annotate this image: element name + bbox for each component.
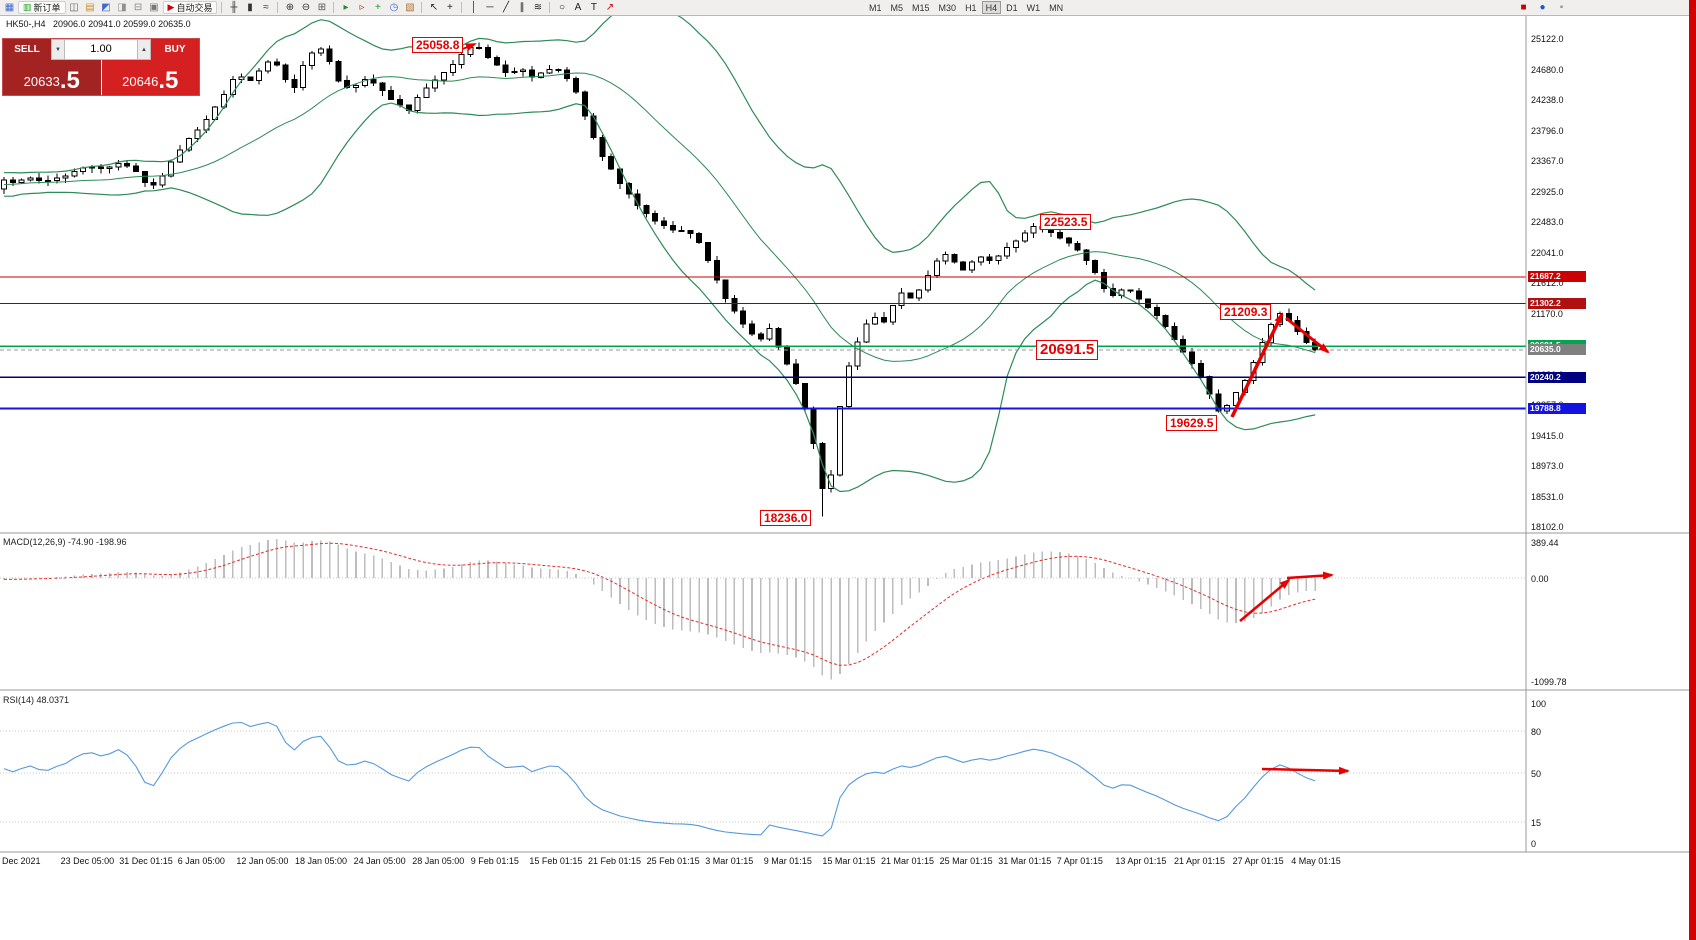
timeframe-m30-button[interactable]: M30 (938, 3, 957, 13)
text-icon[interactable]: A (574, 2, 582, 13)
macd-indicator-label: MACD(12,26,9) -74.90 -198.96 (3, 537, 127, 547)
toolbar-separator (221, 2, 223, 13)
zoom-in-icon[interactable]: ⊕ (285, 2, 295, 13)
horizontal-line-icon[interactable]: ─ (486, 2, 494, 13)
autotrade-icon: ▶ (167, 2, 175, 12)
trade-panel-prices: 20633.5 20646.5 (3, 60, 199, 95)
timeframe-h4-button[interactable]: H4 (981, 1, 1002, 14)
alert-icon[interactable]: ■ (1520, 2, 1527, 13)
volume-increase-button[interactable]: ▲ (137, 39, 151, 60)
arrows-icon[interactable]: ↗ (605, 2, 615, 13)
timeframe-mn-button[interactable]: MN (1049, 3, 1064, 13)
trendline-icon[interactable]: ╱ (502, 2, 509, 13)
cursor-icon[interactable]: ↖ (429, 2, 439, 13)
toolbar-separator (333, 2, 335, 13)
fibonacci-icon[interactable]: ≋ (533, 2, 543, 13)
volume-input[interactable]: 1.00 (65, 39, 137, 60)
arrow-down-icon: ▼ (55, 46, 61, 53)
templates-icon[interactable]: ▧ (405, 2, 415, 13)
autotrade-button[interactable]: ▶ 自动交易 (162, 1, 218, 14)
zoom-out-icon[interactable]: ⊖ (301, 2, 311, 13)
sell-price[interactable]: 20633.5 (3, 60, 101, 95)
timeframe-m15-button[interactable]: M15 (912, 3, 930, 13)
rsi-indicator-label: RSI(14) 48.0371 (3, 695, 70, 705)
toolbar-left-group: ▦ ▥ 新订单 ◫ ▤ ◩ ◨ ⊟ ▣ ▶ 自动交易 ╫ ▮ ≈ ⊕ ⊖ ⊞ ▸ ▹ + ◷ ▧ ↖ + │ ─ ╱ ∥ ≋ ○ A T ↗ (2, 1, 617, 14)
arrow-up-icon: ▲ (141, 46, 147, 53)
timeframe-toolbar: M1 M5 M15 M30 H1 H4 D1 W1 MN (865, 1, 1067, 14)
ohlc-values: 20906.0 20941.0 20599.0 20635.0 (53, 19, 191, 29)
top-toolbar: ▦ ▥ 新订单 ◫ ▤ ◩ ◨ ⊟ ▣ ▶ 自动交易 ╫ ▮ ≈ ⊕ ⊖ ⊞ ▸ ▹ + ◷ ▧ ↖ + │ ─ ╱ ∥ ≋ ○ A T ↗ M… (0, 0, 1696, 16)
charts-grid-icon[interactable]: ◫ (69, 2, 79, 13)
buy-price[interactable]: 20646.5 (101, 60, 199, 95)
line-chart-icon[interactable]: ≈ (263, 2, 269, 13)
bar-chart-icon[interactable]: ╫ (230, 2, 238, 13)
volume-control: ▼ 1.00 ▲ (51, 39, 151, 60)
one-click-trade-panel: SELL ▼ 1.00 ▲ BUY 20633.5 20646.5 (2, 38, 200, 96)
new-order-button-label: 新订单 (33, 3, 61, 13)
toolbar-separator (461, 2, 463, 13)
timeframe-m5-button[interactable]: M5 (890, 3, 904, 13)
buy-button[interactable]: BUY (151, 39, 199, 60)
toolbar-separator (549, 2, 551, 13)
terminal-icon[interactable]: ▣ (149, 2, 159, 13)
sell-button[interactable]: SELL (3, 39, 51, 60)
chart-ohlc-header: HK50-,H4 20906.0 20941.0 20599.0 20635.0 (6, 19, 191, 29)
news-icon[interactable]: ● (1539, 2, 1546, 13)
timeframe-h1-button[interactable]: H1 (965, 3, 977, 13)
help-icon[interactable]: ▪ (1559, 2, 1564, 13)
vertical-line-icon[interactable]: │ (470, 2, 478, 13)
trade-panel-controls: SELL ▼ 1.00 ▲ BUY (3, 39, 199, 60)
chart-shift-icon[interactable]: ▹ (359, 2, 365, 13)
periods-icon[interactable]: ◷ (389, 2, 399, 13)
auto-scroll-icon[interactable]: ▸ (343, 2, 349, 13)
crosshair-icon[interactable]: + (447, 2, 453, 13)
symbol-period-label: HK50-,H4 (6, 19, 46, 29)
system-menu-icon[interactable]: ▦ (4, 2, 15, 13)
shapes-icon[interactable]: ○ (558, 2, 565, 13)
autotrade-button-label: 自动交易 (176, 3, 213, 13)
toolbar-separator (421, 2, 423, 13)
candlestick-chart-icon[interactable]: ▮ (247, 2, 253, 13)
tile-windows-icon[interactable]: ⊞ (317, 2, 327, 13)
timeframe-w1-button[interactable]: W1 (1026, 3, 1041, 13)
indicators-icon[interactable]: + (375, 2, 381, 13)
new-order-button[interactable]: ▥ 新订单 (18, 1, 66, 14)
channel-icon[interactable]: ∥ (519, 2, 525, 13)
toolbar-separator (277, 2, 279, 13)
window-right-edge (1689, 0, 1696, 940)
timeframe-m1-button[interactable]: M1 (869, 3, 882, 13)
data-window-icon[interactable]: ◨ (117, 2, 127, 13)
new-order-icon: ▥ (23, 2, 32, 12)
navigator-icon[interactable]: ⊟ (133, 2, 143, 13)
text-label-icon[interactable]: T (590, 2, 598, 13)
profiles-icon[interactable]: ▤ (85, 2, 95, 13)
toolbar-right-group: ■ ● ▪ (1516, 1, 1569, 14)
timeframe-d1-button[interactable]: D1 (1006, 3, 1018, 13)
market-watch-icon[interactable]: ◩ (101, 2, 111, 13)
volume-decrease-button[interactable]: ▼ (51, 39, 65, 60)
